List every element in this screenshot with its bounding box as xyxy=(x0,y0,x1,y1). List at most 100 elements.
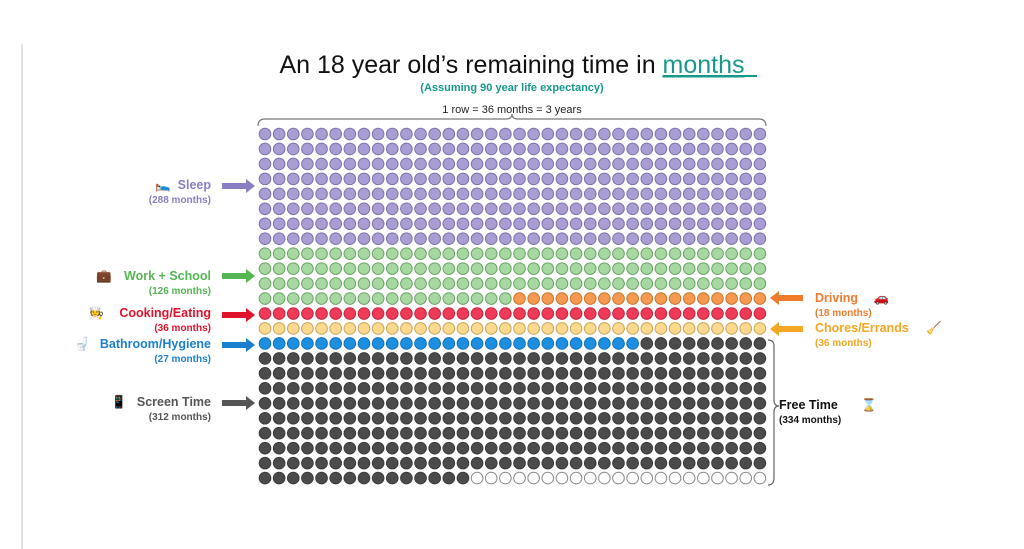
dot-sleep xyxy=(428,127,441,141)
dot-sleep xyxy=(414,232,427,246)
dot-sleep xyxy=(668,127,682,141)
dot-work-school xyxy=(470,247,484,260)
dot-screen-time xyxy=(640,426,654,440)
dot-screen-time xyxy=(668,441,682,455)
dot-bathroom-hygiene xyxy=(626,337,639,350)
dot-screen-time xyxy=(428,456,441,470)
dot-chores-errands xyxy=(371,322,385,335)
dot-screen-time xyxy=(272,456,286,470)
dot-chores-errands xyxy=(470,322,484,335)
dot-work-school xyxy=(343,292,357,305)
dot-sleep xyxy=(654,142,668,156)
dot-screen-time xyxy=(541,441,555,455)
dot-bathroom-hygiene xyxy=(541,337,555,350)
dot-sleep xyxy=(513,127,526,141)
dot-sleep xyxy=(400,127,413,141)
dot-driving xyxy=(541,292,555,305)
dot-screen-time xyxy=(725,396,738,410)
dot-screen-time xyxy=(753,382,767,395)
dot-screen-time xyxy=(612,456,625,470)
dot-driving xyxy=(725,292,738,305)
dot-sleep xyxy=(739,157,753,171)
dot-free-time xyxy=(541,471,555,485)
dot-sleep xyxy=(654,232,668,246)
dot-screen-time xyxy=(626,396,639,410)
dot-screen-time xyxy=(258,456,272,470)
dot-work-school xyxy=(484,292,498,305)
dot-sleep xyxy=(725,142,738,156)
dot-sleep xyxy=(682,232,696,246)
months-screen-time: (312 months) xyxy=(149,412,211,423)
dot-sleep xyxy=(371,202,385,216)
dot-sleep xyxy=(343,232,357,246)
dot-screen-time xyxy=(456,471,470,485)
dot-screen-time xyxy=(343,382,357,395)
dot-sleep xyxy=(555,172,569,186)
dot-sleep xyxy=(442,202,456,216)
dot-screen-time xyxy=(484,382,498,395)
dot-screen-time xyxy=(484,441,498,455)
dot-screen-time xyxy=(711,441,724,455)
dot-screen-time xyxy=(682,441,696,455)
dot-screen-time xyxy=(470,456,484,470)
dot-bathroom-hygiene xyxy=(371,337,385,350)
dot-screen-time xyxy=(301,396,314,410)
dot-screen-time xyxy=(428,382,441,395)
arrow-work-school xyxy=(222,269,255,283)
dot-screen-time xyxy=(315,471,328,485)
dot-screen-time xyxy=(470,441,484,455)
dot-sleep xyxy=(711,142,724,156)
dot-screen-time xyxy=(583,456,597,470)
dot-sleep xyxy=(753,232,767,246)
dot-screen-time xyxy=(612,411,625,425)
title-link-months: months xyxy=(663,51,745,79)
dot-screen-time xyxy=(286,471,300,485)
dot-screen-time xyxy=(414,426,427,440)
dot-screen-time xyxy=(315,382,328,395)
dot-work-school xyxy=(371,262,385,275)
dot-sleep xyxy=(499,157,512,171)
dot-screen-time xyxy=(711,411,724,425)
dot-screen-time xyxy=(301,367,314,380)
dot-screen-time xyxy=(626,426,639,440)
dot-sleep xyxy=(598,142,611,156)
dot-screen-time xyxy=(484,352,498,365)
dot-sleep xyxy=(739,202,753,216)
dot-sleep xyxy=(329,157,343,171)
dot-cooking-eating xyxy=(725,307,738,320)
dot-work-school xyxy=(682,247,696,260)
dot-sleep xyxy=(414,127,427,141)
dot-cooking-eating xyxy=(626,307,639,320)
dot-work-school xyxy=(527,262,540,275)
dot-sleep xyxy=(357,157,371,171)
dot-screen-time xyxy=(442,441,456,455)
dot-screen-time xyxy=(456,456,470,470)
dot-work-school xyxy=(400,292,413,305)
dot-screen-time xyxy=(711,337,724,350)
dot-screen-time xyxy=(541,426,555,440)
dot-sleep xyxy=(385,232,399,246)
dot-screen-time xyxy=(385,382,399,395)
dot-driving xyxy=(569,292,583,305)
dot-sleep xyxy=(499,232,512,246)
dot-screen-time xyxy=(640,367,654,380)
dot-work-school xyxy=(725,247,738,260)
dot-screen-time xyxy=(343,352,357,365)
dot-work-school xyxy=(400,247,413,260)
dot-sleep xyxy=(258,127,272,141)
dot-bathroom-hygiene xyxy=(442,337,456,350)
dot-screen-time xyxy=(315,411,328,425)
dot-screen-time xyxy=(654,411,668,425)
dot-bathroom-hygiene xyxy=(456,337,470,350)
dot-chores-errands xyxy=(499,322,512,335)
dot-screen-time xyxy=(371,352,385,365)
dot-bathroom-hygiene xyxy=(329,337,343,350)
dot-sleep xyxy=(612,127,625,141)
dot-work-school xyxy=(513,277,526,290)
dot-sleep xyxy=(301,127,314,141)
dot-sleep xyxy=(456,217,470,231)
dot-sleep xyxy=(725,157,738,171)
dot-work-school xyxy=(654,262,668,275)
dot-screen-time xyxy=(513,367,526,380)
dot-sleep xyxy=(286,142,300,156)
